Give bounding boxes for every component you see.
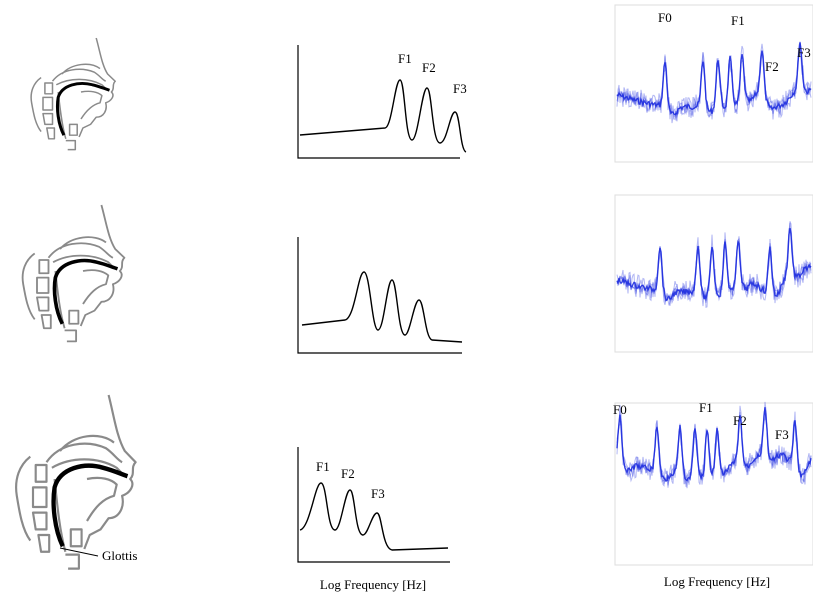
spectrum-trace bbox=[616, 404, 812, 488]
formant-label: F1 bbox=[398, 51, 412, 66]
spectrum-panel bbox=[614, 4, 813, 163]
spectrum-trace bbox=[616, 227, 812, 302]
envelope-curve bbox=[299, 482, 449, 551]
axis-label: Log Frequency [Hz] bbox=[664, 574, 770, 589]
formant-label: F2 bbox=[733, 413, 747, 428]
spectrum-trace bbox=[616, 407, 812, 483]
formant-label: F1 bbox=[316, 459, 330, 474]
spectra bbox=[616, 41, 812, 489]
formant-label: F3 bbox=[797, 45, 811, 60]
vocal-tract bbox=[29, 36, 117, 152]
formant-label: F1 bbox=[731, 13, 745, 28]
envelope-axis bbox=[297, 237, 462, 354]
formant-label: F2 bbox=[341, 466, 355, 481]
formant-label: F2 bbox=[765, 59, 779, 74]
harmonic-label: F0 bbox=[613, 402, 627, 417]
spectrum-trace bbox=[616, 42, 812, 122]
spectrum-trace bbox=[616, 41, 812, 120]
formant-label: F3 bbox=[371, 486, 385, 501]
envelope-axis bbox=[297, 45, 460, 159]
spectrum-trace bbox=[616, 42, 812, 116]
formant-label: F1 bbox=[699, 400, 713, 415]
spectrum-trace bbox=[616, 401, 812, 489]
spectrum-trace bbox=[616, 43, 812, 124]
formant-label: F3 bbox=[775, 427, 789, 442]
spectrum-trace bbox=[616, 408, 812, 483]
glottis-pointer bbox=[59, 547, 99, 557]
vocal-tract bbox=[20, 203, 127, 344]
formant-label: F2 bbox=[422, 60, 436, 75]
formant-label: F3 bbox=[453, 81, 467, 96]
spectrum-trace bbox=[616, 228, 812, 306]
harmonic-label: F0 bbox=[658, 10, 672, 25]
envelope-axis bbox=[297, 447, 450, 563]
spectrum-trace bbox=[616, 221, 812, 309]
vocal-tract bbox=[16, 395, 135, 569]
envelope-curve bbox=[299, 79, 467, 153]
glottis-label: Glottis bbox=[102, 548, 137, 563]
spectrum-trace bbox=[616, 222, 812, 303]
spectrum-panel bbox=[614, 402, 813, 566]
envelope-curve bbox=[301, 271, 463, 343]
axis-label: Log Frequency [Hz] bbox=[320, 577, 426, 592]
